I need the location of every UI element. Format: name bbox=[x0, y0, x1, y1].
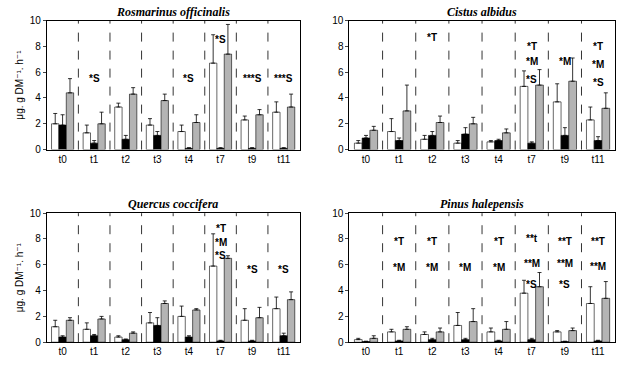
svg-text:t2: t2 bbox=[122, 154, 131, 165]
svg-text:t1: t1 bbox=[395, 154, 404, 165]
svg-text:Cistus albidus: Cistus albidus bbox=[447, 5, 517, 19]
svg-text:*M: *M bbox=[526, 56, 538, 67]
svg-text:*S: *S bbox=[593, 77, 604, 88]
svg-text:t3: t3 bbox=[153, 346, 162, 357]
svg-text:2: 2 bbox=[338, 118, 344, 129]
svg-text:t7: t7 bbox=[216, 154, 225, 165]
svg-text:*M: *M bbox=[459, 262, 471, 273]
svg-text:*M: *M bbox=[426, 262, 438, 273]
svg-text:Pinus halepensis: Pinus halepensis bbox=[440, 197, 524, 211]
svg-text:**M: **M bbox=[557, 258, 573, 269]
svg-text:0: 0 bbox=[338, 144, 344, 155]
svg-text:*S: *S bbox=[183, 73, 194, 84]
svg-text:t0: t0 bbox=[362, 346, 371, 357]
svg-text:*S: *S bbox=[526, 279, 537, 290]
svg-text:t11: t11 bbox=[277, 346, 291, 357]
svg-text:t4: t4 bbox=[494, 154, 503, 165]
svg-text:t0: t0 bbox=[58, 154, 67, 165]
svg-text:***S: ***S bbox=[243, 73, 262, 84]
svg-text:t2: t2 bbox=[122, 346, 131, 357]
svg-text:0: 0 bbox=[35, 337, 41, 348]
svg-text:*T: *T bbox=[427, 236, 437, 247]
svg-text:0: 0 bbox=[338, 337, 344, 348]
svg-text:t3: t3 bbox=[461, 346, 470, 357]
svg-text:8: 8 bbox=[338, 233, 344, 244]
svg-text:t7: t7 bbox=[528, 154, 537, 165]
svg-text:10: 10 bbox=[332, 15, 344, 26]
svg-text:4: 4 bbox=[35, 285, 41, 296]
svg-text:*S: *S bbox=[526, 74, 537, 85]
svg-text:2: 2 bbox=[338, 311, 344, 322]
svg-text:t11: t11 bbox=[277, 154, 291, 165]
svg-text:t7: t7 bbox=[528, 346, 537, 357]
svg-text:*T: *T bbox=[216, 223, 226, 234]
svg-text:*S: *S bbox=[215, 34, 226, 45]
svg-text:*M: *M bbox=[592, 59, 604, 70]
svg-text:t11: t11 bbox=[591, 154, 605, 165]
svg-text:0: 0 bbox=[35, 144, 41, 155]
svg-text:10: 10 bbox=[332, 208, 344, 219]
svg-text:t7: t7 bbox=[216, 346, 225, 357]
svg-text:10: 10 bbox=[30, 15, 42, 26]
svg-text:**T: **T bbox=[591, 236, 605, 247]
svg-text:10: 10 bbox=[30, 208, 42, 219]
svg-text:t0: t0 bbox=[58, 346, 67, 357]
svg-text:t1: t1 bbox=[90, 154, 99, 165]
svg-text:*S: *S bbox=[215, 250, 226, 261]
svg-text:8: 8 bbox=[35, 233, 41, 244]
svg-text:*M: *M bbox=[215, 237, 227, 248]
svg-text:*T: *T bbox=[593, 41, 603, 52]
svg-text:μg. g DM⁻¹. h⁻¹: μg. g DM⁻¹. h⁻¹ bbox=[14, 50, 25, 120]
svg-text:4: 4 bbox=[338, 92, 344, 103]
svg-text:Rosmarinus officinalis: Rosmarinus officinalis bbox=[116, 5, 230, 19]
svg-text:6: 6 bbox=[338, 259, 344, 270]
svg-text:*M: *M bbox=[493, 262, 505, 273]
svg-text:***S: ***S bbox=[274, 73, 293, 84]
svg-text:*S: *S bbox=[559, 279, 570, 290]
svg-text:**T: **T bbox=[558, 236, 572, 247]
svg-text:*S: *S bbox=[278, 264, 289, 275]
svg-text:t4: t4 bbox=[185, 346, 194, 357]
svg-text:**t: **t bbox=[526, 233, 538, 244]
svg-text:t9: t9 bbox=[561, 346, 570, 357]
svg-text:6: 6 bbox=[35, 259, 41, 270]
svg-text:2: 2 bbox=[35, 118, 41, 129]
svg-text:*T: *T bbox=[527, 41, 537, 52]
svg-text:t2: t2 bbox=[428, 346, 437, 357]
svg-text:μg. g DM⁻¹. h⁻¹: μg. g DM⁻¹. h⁻¹ bbox=[14, 242, 25, 312]
svg-text:t1: t1 bbox=[395, 346, 404, 357]
svg-text:t4: t4 bbox=[185, 154, 194, 165]
svg-text:2: 2 bbox=[35, 311, 41, 322]
svg-text:8: 8 bbox=[338, 41, 344, 52]
svg-text:t0: t0 bbox=[362, 154, 371, 165]
svg-text:4: 4 bbox=[35, 92, 41, 103]
svg-text:t9: t9 bbox=[248, 154, 257, 165]
svg-text:t2: t2 bbox=[428, 154, 437, 165]
svg-text:Quercus coccifera: Quercus coccifera bbox=[128, 197, 218, 211]
svg-text:*T: *T bbox=[494, 236, 504, 247]
svg-text:t4: t4 bbox=[494, 346, 503, 357]
svg-text:6: 6 bbox=[35, 67, 41, 78]
svg-text:*S: *S bbox=[89, 73, 100, 84]
svg-text:*M: *M bbox=[559, 56, 571, 67]
svg-text:6: 6 bbox=[338, 67, 344, 78]
svg-text:**M: **M bbox=[590, 261, 606, 272]
svg-text:t1: t1 bbox=[90, 346, 99, 357]
svg-text:*M: *M bbox=[393, 262, 405, 273]
svg-text:t9: t9 bbox=[561, 154, 570, 165]
svg-text:*T: *T bbox=[427, 32, 437, 43]
svg-text:t9: t9 bbox=[248, 346, 257, 357]
svg-text:*T: *T bbox=[394, 236, 404, 247]
svg-text:4: 4 bbox=[338, 285, 344, 296]
svg-text:*S: *S bbox=[247, 264, 258, 275]
svg-text:t3: t3 bbox=[461, 154, 470, 165]
svg-text:**M: **M bbox=[524, 258, 540, 269]
svg-text:t3: t3 bbox=[153, 154, 162, 165]
svg-text:t11: t11 bbox=[591, 346, 605, 357]
svg-text:8: 8 bbox=[35, 41, 41, 52]
